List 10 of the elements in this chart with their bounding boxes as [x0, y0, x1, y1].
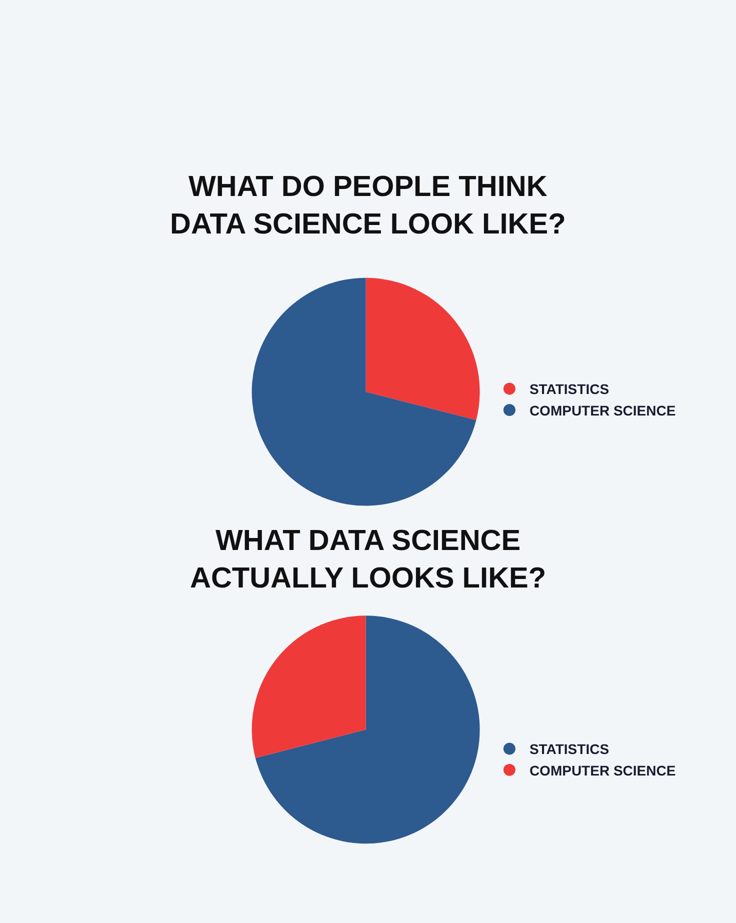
legend-label: STATISTICS [529, 741, 610, 758]
pie-slice [252, 616, 366, 758]
legend-label: STATISTICS [529, 381, 610, 398]
legend-label: COMPUTER SCIENCE [529, 762, 676, 778]
chart-title: WHAT DATA SCIENCE ACTUALLY LOOKS LIKE? [190, 525, 546, 595]
pie-slice [366, 278, 480, 420]
chart-title: WHAT DO PEOPLE THINK DATA SCIENCE LOOK LIKE? [170, 171, 566, 241]
legend-label: COMPUTER SCIENCE [529, 402, 676, 418]
pie-slice [252, 278, 476, 506]
pie-slice [255, 616, 480, 844]
